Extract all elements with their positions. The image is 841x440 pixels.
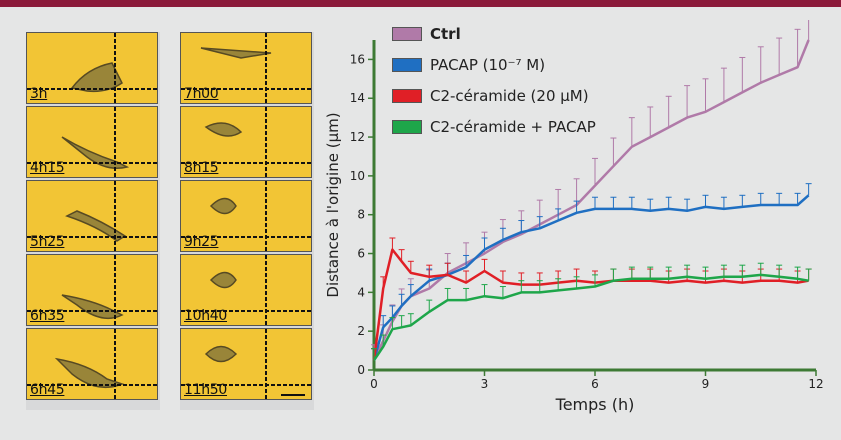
frame-time-label: 7h00 (184, 86, 219, 102)
y-tick-label: 4 (357, 285, 365, 299)
cell-image (181, 255, 311, 325)
legend-item: C2-céramide (20 µM) (392, 86, 589, 106)
legend-swatch (392, 58, 422, 72)
frame-time-label: 10h40 (184, 308, 228, 324)
micrograph-frame: 6h45 (26, 328, 158, 400)
micrograph-frame: 7h00 (180, 32, 312, 104)
cell-shape (209, 197, 237, 215)
legend-swatch (392, 120, 422, 134)
y-tick-label: 0 (357, 363, 365, 377)
frame-time-label: 6h35 (30, 308, 65, 324)
legend-label: C2-céramide + PACAP (430, 118, 596, 136)
x-axis-title: Temps (h) (555, 395, 635, 414)
cell-shape (204, 122, 243, 137)
cell-image (27, 255, 157, 325)
series-line (372, 273, 809, 362)
legend-item: C2-céramide + PACAP (392, 117, 596, 137)
top-accent-bar (0, 0, 841, 7)
y-tick-label: 6 (357, 247, 365, 261)
legend-label: C2-céramide (20 µM) (430, 87, 589, 105)
cell-shape (54, 357, 125, 389)
frame-time-label: 11h50 (184, 382, 228, 398)
frame-time-label: 8h15 (184, 160, 219, 176)
micrograph-frame: 3h (26, 32, 158, 104)
legend-label: Ctrl (430, 25, 461, 43)
x-tick-label: 6 (591, 377, 599, 391)
cell-image (27, 107, 157, 177)
micrograph-frame: 5h25 (26, 180, 158, 252)
cell-image (181, 329, 311, 399)
cell-image (27, 181, 157, 251)
micrograph-frame: 9h25 (180, 180, 312, 252)
frame-time-label: 5h25 (30, 234, 65, 250)
series-line (372, 39, 810, 361)
micrograph-frame: 11h50 (180, 328, 312, 400)
cell-shape (209, 271, 237, 289)
legend-label: PACAP (10⁻⁷ M) (430, 56, 546, 74)
distance-chart: 0 3 6 9 12 0 2 4 6 8 10 12 14 16 Temps (h) Distance à l… (324, 20, 824, 414)
cell-shape (204, 345, 238, 363)
frame-time-label: 9h25 (184, 234, 219, 250)
legend-swatch (392, 89, 422, 103)
micrograph-column-left: 3h 4h15 5h25 6h35 6h45 (26, 32, 160, 410)
legend-swatch (392, 27, 422, 41)
micrograph-column-right: 7h00 8h15 9h25 10h40 11h50 (180, 32, 314, 410)
cell-image (181, 107, 311, 177)
y-tick-label: 2 (357, 324, 365, 338)
y-axis-title: Distance à l'origine (µm) (324, 112, 342, 297)
y-tick-label: 8 (357, 208, 365, 222)
legend-item: Ctrl (392, 24, 461, 44)
series-line (372, 194, 810, 361)
y-tick-label: 16 (350, 52, 365, 66)
x-tick-label: 9 (702, 377, 710, 391)
y-tick-label: 14 (350, 91, 365, 105)
legend-item: PACAP (10⁻⁷ M) (392, 55, 545, 75)
cell-image (27, 33, 157, 103)
cell-shape (200, 47, 272, 59)
y-tick-label: 10 (350, 169, 365, 183)
cell-shape (70, 62, 123, 93)
micrograph-frame: 6h35 (26, 254, 158, 326)
frame-time-label: 6h45 (30, 382, 65, 398)
x-tick-label: 0 (370, 377, 378, 391)
x-tick-label: 3 (481, 377, 489, 391)
cell-image (181, 33, 311, 103)
cell-image (27, 329, 157, 399)
frame-time-label: 3h (30, 86, 48, 102)
micrograph-frame: 8h15 (180, 106, 312, 178)
x-tick-label: 12 (808, 377, 823, 391)
y-tick-label: 12 (350, 130, 365, 144)
cell-image (181, 181, 311, 251)
cell-shape (61, 294, 124, 320)
micrograph-frame: 10h40 (180, 254, 312, 326)
frame-time-label: 4h15 (30, 160, 65, 176)
micrograph-frame: 4h15 (26, 106, 158, 178)
